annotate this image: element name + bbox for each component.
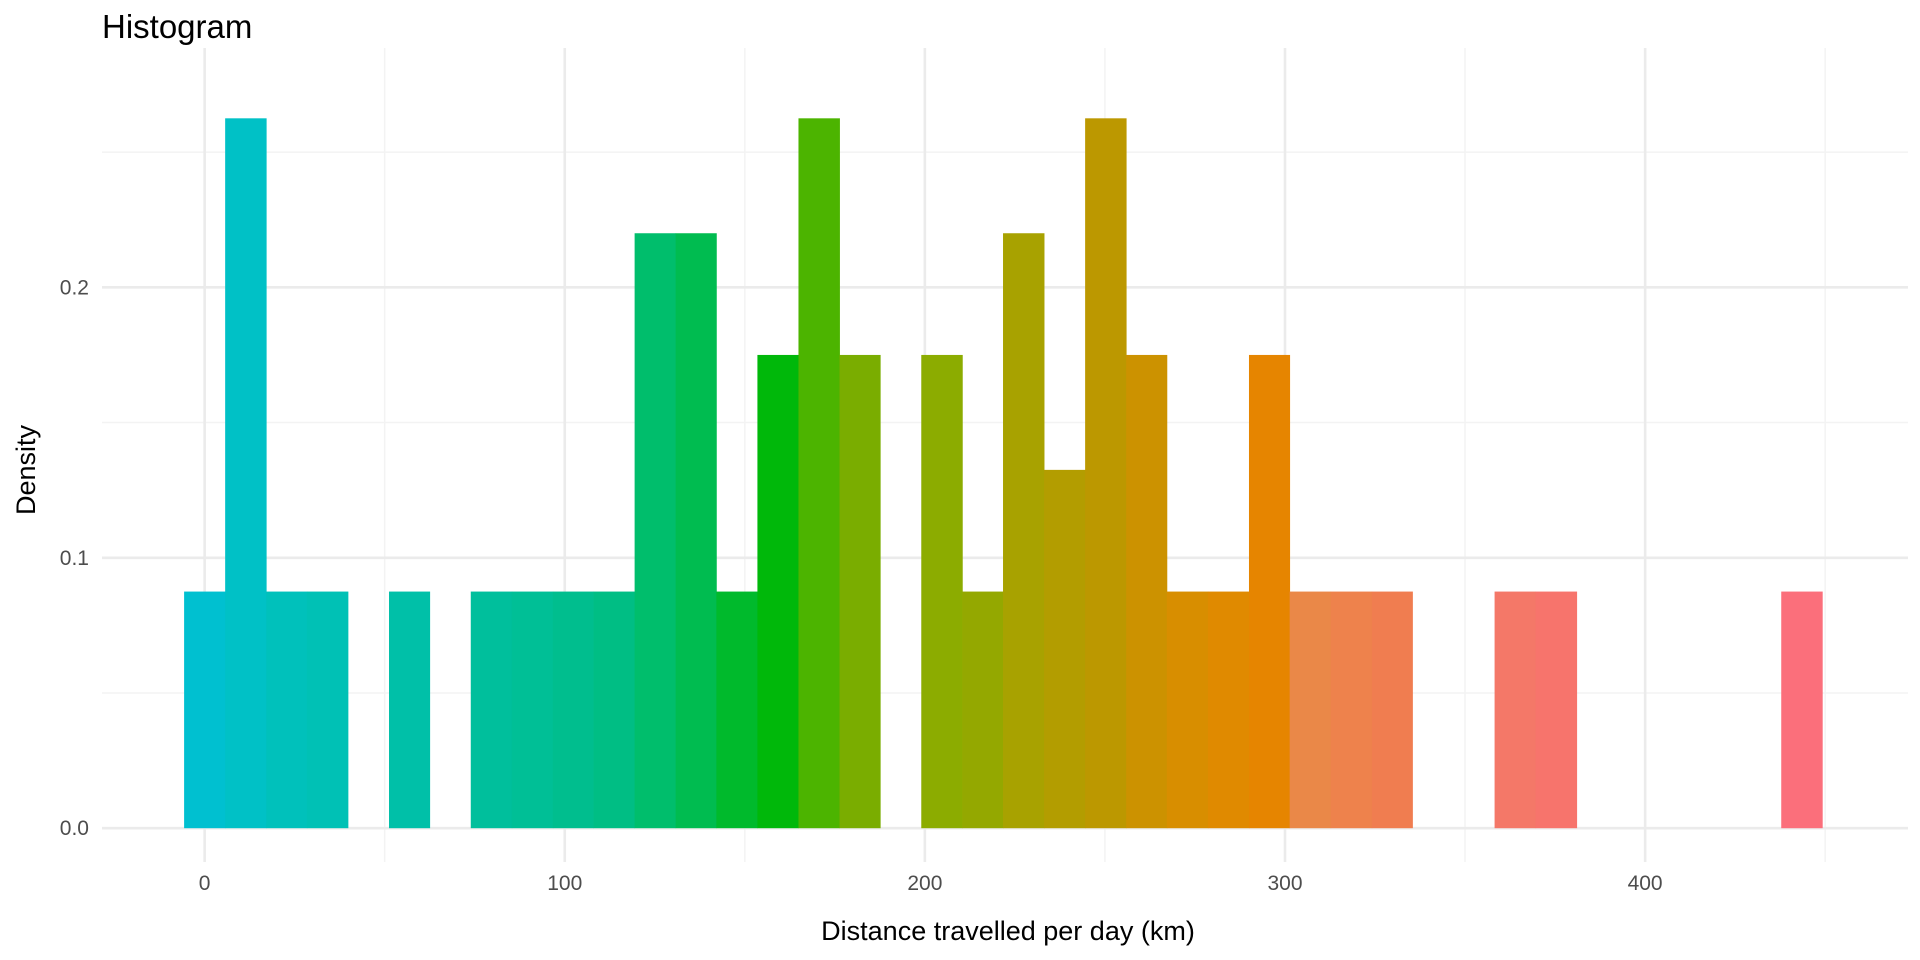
histogram-bar-21 [1166,591,1209,829]
x-axis-title: Distance travelled per day (km) [821,916,1195,946]
histogram-bar-9 [634,233,677,829]
histogram-bar-4 [389,591,431,829]
y-axis-tick-labels: 0.0 0.1 0.2 [60,276,89,840]
histogram-bar-6 [511,591,554,829]
histogram-bar-16 [962,591,1004,829]
x-tick-label-2: 200 [907,872,942,895]
y-tick-label-0: 0.0 [60,817,89,840]
histogram-bars [184,118,1823,829]
histogram-bar-15 [921,354,963,829]
chart-title: Histogram [102,8,252,45]
histogram-bar-22 [1207,591,1250,829]
x-tick-label-4: 400 [1628,872,1663,895]
histogram-bar-24 [1289,591,1332,829]
histogram-bar-14 [839,354,881,829]
histogram-bar-13 [798,118,840,829]
y-axis-title: Density [11,424,41,515]
histogram-bar-12 [757,354,799,829]
y-tick-label-2: 0.2 [60,276,89,299]
histogram-bar-7 [552,591,594,829]
x-tick-label-3: 300 [1267,872,1302,895]
histogram-bar-25 [1330,591,1373,829]
histogram-bar-1 [225,118,267,829]
histogram-bar-27 [1494,591,1537,829]
histogram-bar-17 [1003,233,1045,829]
histogram-bar-23 [1248,354,1291,829]
histogram-bar-20 [1126,354,1168,829]
histogram-bar-0 [184,591,226,829]
histogram-bar-5 [470,591,513,829]
x-tick-label-1: 100 [547,872,582,895]
histogram-bar-18 [1044,469,1086,829]
histogram-bar-19 [1085,118,1127,829]
histogram-bar-28 [1535,591,1578,829]
histogram-bar-11 [716,591,758,829]
histogram-bar-26 [1371,591,1413,829]
histogram-bar-29 [1781,591,1823,829]
x-tick-label-0: 0 [199,872,211,895]
y-tick-label-1: 0.1 [60,547,89,570]
histogram-bar-2 [266,591,308,829]
x-axis-tick-labels: 0 100 200 300 400 [199,872,1663,895]
histogram-bar-8 [593,591,636,829]
histogram-bar-3 [306,591,349,829]
histogram-bar-10 [675,233,717,829]
